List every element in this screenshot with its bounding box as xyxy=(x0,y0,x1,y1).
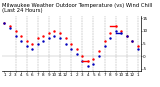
Text: Milwaukee Weather Outdoor Temperature (vs) Wind Chill (Last 24 Hours): Milwaukee Weather Outdoor Temperature (v… xyxy=(2,3,152,13)
